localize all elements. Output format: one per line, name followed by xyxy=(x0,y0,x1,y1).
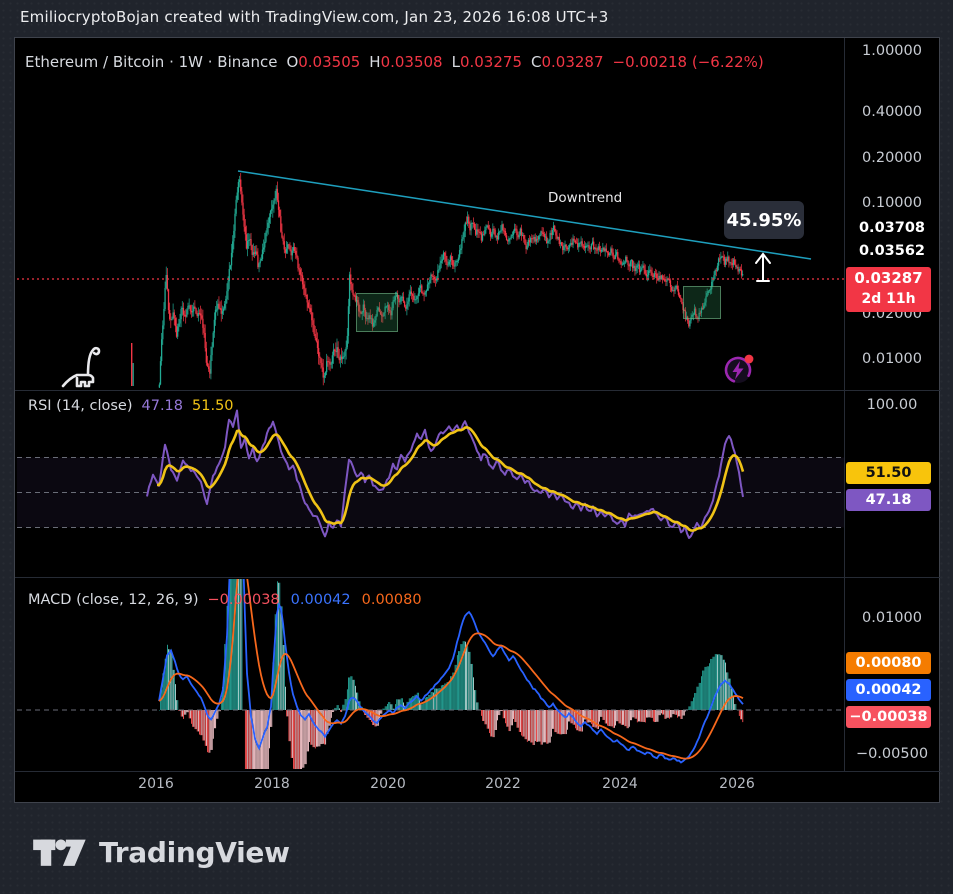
chart-frame: Ethereum / Bitcoin · 1W · Binance O0.0350… xyxy=(14,37,941,804)
dino-icon xyxy=(61,346,101,388)
symbol-legend: Ethereum / Bitcoin · 1W · Binance O0.0350… xyxy=(25,53,764,71)
rsi-tick-label: 100.00 xyxy=(866,397,918,413)
percent-change-callout[interactable]: 45.95% xyxy=(724,201,804,239)
macd-tick-label: −0.00500 xyxy=(855,746,929,762)
price-tick-label: 1.00000 xyxy=(862,43,922,59)
tradingview-wordmark[interactable]: TradingView xyxy=(99,836,290,869)
time-axis-year-label: 2020 xyxy=(370,776,406,792)
tradingview-logo-icon[interactable] xyxy=(33,838,87,867)
time-axis-year-label: 2018 xyxy=(254,776,290,792)
attribution-bar: EmiliocryptoBojan created with TradingVi… xyxy=(0,0,953,37)
price-tick-label: 0.40000 xyxy=(862,104,922,120)
rsi-title-text[interactable]: RSI (14, close) xyxy=(28,398,133,414)
price-tick-label: 0.01000 xyxy=(862,351,922,367)
chart-canvas[interactable] xyxy=(15,38,941,804)
time-axis-year-label: 2016 xyxy=(138,776,174,792)
rsi-ma-value: 51.50 xyxy=(192,398,234,414)
time-axis-year-label: 2022 xyxy=(485,776,521,792)
last-price-badge: 0.03287 2d 11h xyxy=(846,267,931,312)
last-price-value: 0.03287 xyxy=(854,269,923,287)
macd-title-text[interactable]: MACD (close, 12, 26, 9) xyxy=(28,592,199,608)
price-scale[interactable]: 1.00000 0.40000 0.20000 0.10000 0.02000 0.010… xyxy=(846,38,938,771)
macd-value-badge: 0.00080 xyxy=(846,652,931,674)
macd-legend: MACD (close, 12, 26, 9) −0.00038 0.00042 0.… xyxy=(28,592,422,608)
ohlc-high: H0.03508 xyxy=(369,53,443,71)
macd-value-badge: 0.00042 xyxy=(846,679,931,701)
drawing-price-label: 0.03562 xyxy=(858,243,926,259)
footer: TradingView xyxy=(0,803,953,894)
bar-countdown: 2d 11h xyxy=(861,291,916,307)
time-axis-year-label: 2026 xyxy=(719,776,755,792)
ohlc-close: C0.03287 xyxy=(530,53,604,71)
macd-line-value: 0.00042 xyxy=(290,592,351,608)
spark-icon xyxy=(724,354,754,384)
rsi-ma-badge: 51.50 xyxy=(846,462,931,484)
time-axis[interactable]: 2016 2018 2020 2022 2024 2026 xyxy=(15,772,844,803)
price-tick-label: 0.10000 xyxy=(862,195,922,211)
downtrend-label[interactable]: Downtrend xyxy=(548,190,623,206)
drawing-price-label: 0.03708 xyxy=(858,220,926,236)
rsi-legend: RSI (14, close) 47.18 51.50 xyxy=(28,398,234,414)
time-axis-year-label: 2024 xyxy=(602,776,638,792)
ohlc-low: L0.03275 xyxy=(451,53,522,71)
macd-tick-label: 0.01000 xyxy=(862,610,922,626)
rsi-value-badge: 47.18 xyxy=(846,489,931,511)
ohlc-open: O0.03505 xyxy=(286,53,361,71)
macd-hist-value: −0.00038 xyxy=(207,592,280,608)
price-tick-label: 0.20000 xyxy=(862,150,922,166)
macd-value-badge: −0.00038 xyxy=(846,706,931,728)
symbol-title[interactable]: Ethereum / Bitcoin · 1W · Binance xyxy=(25,53,278,71)
macd-signal-value: 0.00080 xyxy=(361,592,422,608)
rsi-value: 47.18 xyxy=(141,398,184,414)
change-value: −0.00218 (−6.22%) xyxy=(612,53,764,71)
attribution-text: EmiliocryptoBojan created with TradingVi… xyxy=(20,8,609,26)
